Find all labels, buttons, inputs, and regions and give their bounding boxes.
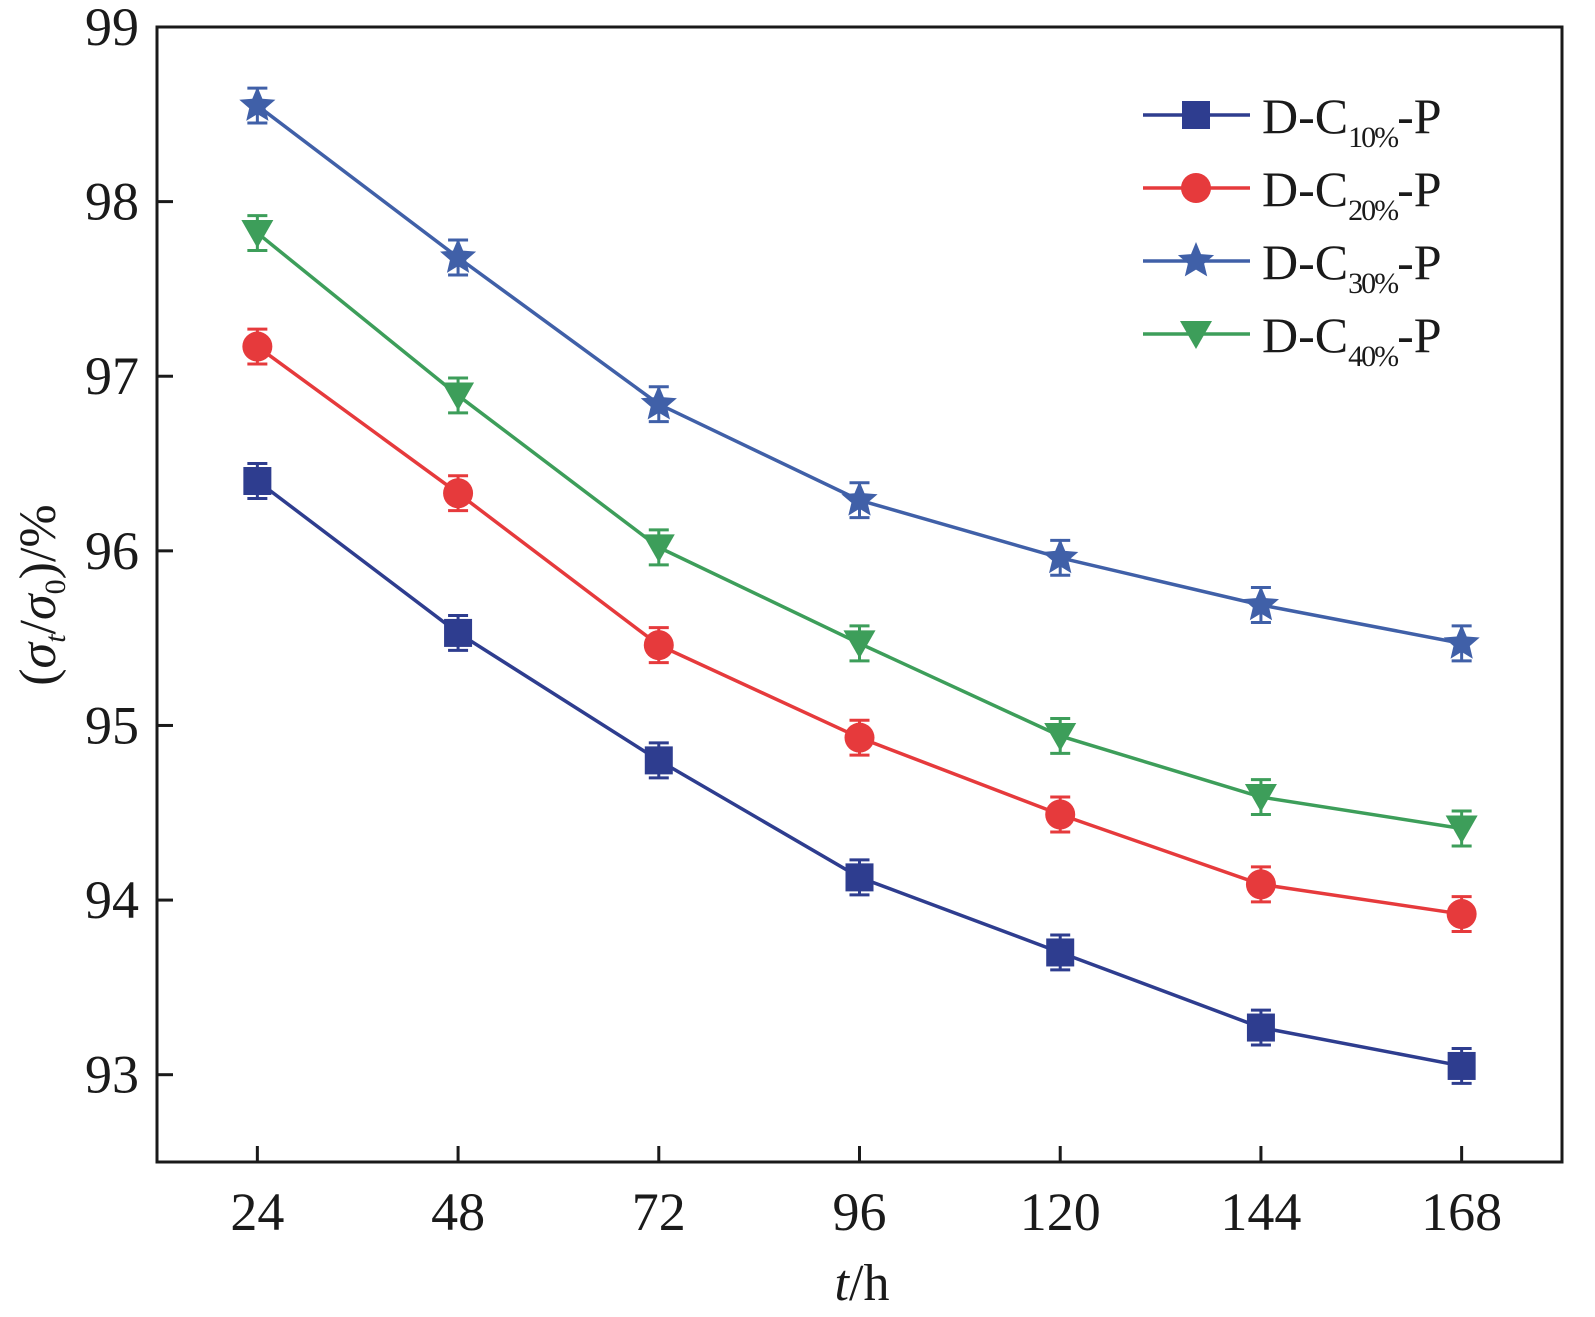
x-tick-label: 144 — [1220, 1182, 1301, 1242]
legend-item: D-C40%-P — [1143, 307, 1442, 373]
series-line — [256, 479, 1462, 1068]
x-tick-label: 96 — [833, 1182, 887, 1242]
series-40pct — [241, 214, 1478, 848]
data-point — [643, 630, 674, 661]
legend-label: D-C40%-P — [1262, 307, 1442, 373]
y-axis-label: (σt/σ0)/% — [10, 504, 72, 686]
data-point — [1245, 869, 1276, 900]
data-point — [640, 385, 677, 420]
series-30pct — [239, 86, 1480, 663]
x-tick-label: 72 — [632, 1182, 686, 1242]
series-20pct — [242, 327, 1477, 934]
data-point — [1044, 722, 1077, 751]
data-point — [1445, 815, 1478, 844]
legend-marker — [1177, 242, 1215, 277]
data-point — [243, 467, 272, 495]
legend-item: D-C10%-P — [1143, 88, 1442, 154]
data-point — [841, 481, 878, 516]
data-point — [644, 746, 673, 775]
legend-label: D-C30%-P — [1262, 234, 1442, 300]
legend-label: D-C10%-P — [1262, 88, 1442, 154]
data-point — [642, 534, 675, 563]
data-point — [443, 478, 474, 509]
data-point — [444, 618, 473, 647]
data-point — [440, 238, 477, 273]
data-point — [1242, 586, 1279, 621]
data-point — [1045, 799, 1076, 830]
data-point — [1443, 624, 1480, 659]
legend-label: D-C20%-P — [1262, 161, 1442, 227]
data-point — [442, 382, 475, 411]
legend-item: D-C30%-P — [1143, 234, 1442, 300]
x-tick-label: 24 — [230, 1182, 284, 1242]
legend-item: D-C20%-P — [1143, 161, 1442, 227]
legend-marker — [1181, 173, 1211, 203]
y-tick-label: 99 — [85, 0, 139, 57]
y-tick-label: 98 — [85, 172, 139, 232]
data-point — [1446, 899, 1477, 930]
x-axis-label: t/h — [835, 1255, 890, 1312]
y-tick-label: 96 — [85, 521, 139, 581]
data-point — [1246, 1013, 1275, 1042]
y-tick-label: 94 — [85, 870, 139, 930]
x-tick-label: 168 — [1421, 1182, 1502, 1242]
data-point — [241, 220, 274, 249]
legend-marker — [1180, 321, 1212, 349]
data-point — [1046, 938, 1075, 967]
data-point — [845, 863, 874, 892]
data-point — [239, 86, 276, 121]
data-point — [1244, 784, 1277, 813]
data-point — [242, 331, 273, 362]
y-tick-label: 97 — [85, 346, 139, 406]
x-tick-label: 120 — [1020, 1182, 1101, 1242]
data-point — [1042, 538, 1079, 574]
data-point — [843, 630, 876, 659]
y-tick-label: 95 — [85, 695, 139, 755]
data-point — [1447, 1051, 1476, 1080]
series-10pct — [243, 462, 1476, 1085]
legend-marker — [1182, 101, 1210, 129]
x-tick-label: 48 — [431, 1182, 485, 1242]
data-point — [844, 722, 875, 753]
y-tick-label: 93 — [85, 1045, 139, 1105]
